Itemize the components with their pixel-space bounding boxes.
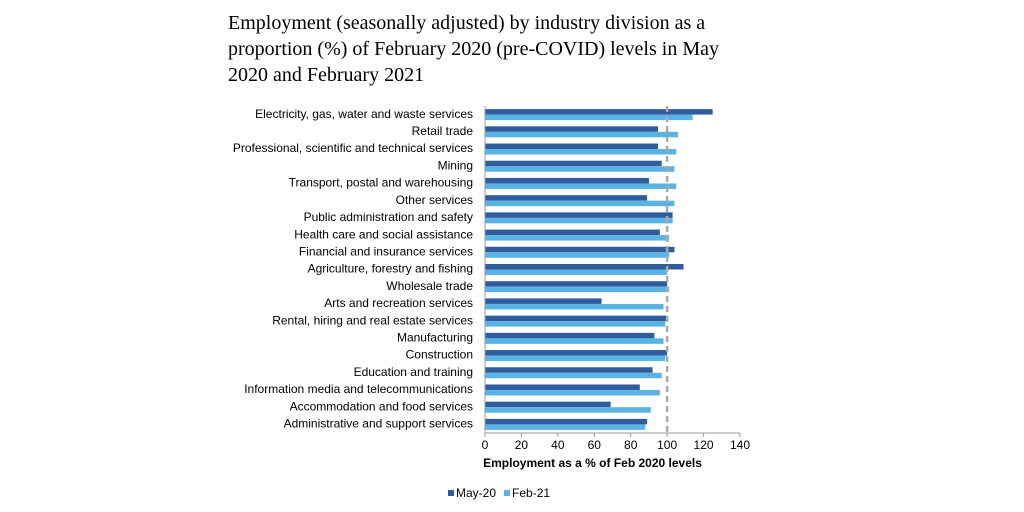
y-tick-label: Health care and social assistance xyxy=(294,227,473,241)
bar xyxy=(485,269,668,275)
bar xyxy=(485,212,673,218)
bar xyxy=(485,338,664,344)
y-tick-label: Public administration and safety xyxy=(304,210,473,224)
bar xyxy=(485,355,666,362)
x-tick-label: 0 xyxy=(482,438,489,452)
y-tick-label: Information media and telecommunications xyxy=(244,382,473,396)
bar xyxy=(485,246,675,253)
y-tick-label: Retail trade xyxy=(412,124,474,138)
bar xyxy=(485,401,611,408)
bar xyxy=(485,424,646,430)
y-tick-label: Financial and insurance services xyxy=(299,244,473,258)
bar xyxy=(485,149,677,155)
bar xyxy=(485,143,659,150)
x-tick-label: 60 xyxy=(588,438,602,452)
bar xyxy=(485,264,684,270)
y-tick-label: Accommodation and food services xyxy=(290,399,473,413)
legend-swatch xyxy=(448,490,454,496)
legend-label: Feb-21 xyxy=(512,486,550,500)
bar xyxy=(485,200,675,207)
x-axis-label: Employment as a % of Feb 2020 levels xyxy=(483,456,702,470)
bar xyxy=(485,298,602,304)
bar xyxy=(485,407,651,413)
y-tick-label: Manufacturing xyxy=(397,331,473,345)
bar xyxy=(485,160,662,167)
bar xyxy=(485,131,679,138)
bar xyxy=(485,252,669,258)
bar xyxy=(485,114,693,121)
legend-label: May-20 xyxy=(456,486,496,500)
y-tick-label: Professional, scientific and technical s… xyxy=(233,141,473,155)
y-tick-label: Construction xyxy=(406,348,473,362)
x-tick-label: 140 xyxy=(730,438,750,452)
bar xyxy=(485,321,666,327)
bar xyxy=(485,281,668,287)
bar xyxy=(485,332,655,339)
x-tick-label: 120 xyxy=(694,438,714,452)
chart-title: Employment (seasonally adjusted) by indu… xyxy=(228,12,719,86)
y-tick-label: Other services xyxy=(396,193,473,207)
bar xyxy=(485,384,640,390)
legend-swatch xyxy=(504,490,511,496)
bar xyxy=(485,126,659,132)
bar xyxy=(485,235,669,241)
bar xyxy=(485,315,668,322)
y-tick-label: Wholesale trade xyxy=(386,279,473,293)
bar xyxy=(485,350,668,356)
bar xyxy=(485,217,673,224)
bar xyxy=(485,109,713,115)
bar xyxy=(485,183,677,189)
y-tick-label: Education and training xyxy=(354,365,473,379)
bar xyxy=(485,372,662,379)
bar xyxy=(485,303,664,310)
bar xyxy=(485,389,660,396)
y-tick-label: Transport, postal and warehousing xyxy=(289,176,473,190)
bar xyxy=(485,166,675,172)
bar xyxy=(485,177,649,184)
x-tick-label: 80 xyxy=(624,438,638,452)
bar xyxy=(485,367,653,373)
y-tick-label: Mining xyxy=(438,158,473,172)
bar xyxy=(485,286,669,293)
y-tick-label: Agriculture, forestry and fishing xyxy=(308,262,473,276)
bar xyxy=(485,195,648,201)
y-tick-label: Arts and recreation services xyxy=(324,296,473,310)
x-tick-label: 100 xyxy=(657,438,677,452)
y-tick-label: Electricity, gas, water and waste servic… xyxy=(255,107,473,121)
x-tick-label: 20 xyxy=(515,438,529,452)
x-tick-label: 40 xyxy=(551,438,565,452)
bar xyxy=(485,418,648,425)
y-tick-label: Rental, hiring and real estate services xyxy=(272,313,473,327)
y-tick-label: Administrative and support services xyxy=(284,417,473,431)
bar xyxy=(485,229,660,236)
